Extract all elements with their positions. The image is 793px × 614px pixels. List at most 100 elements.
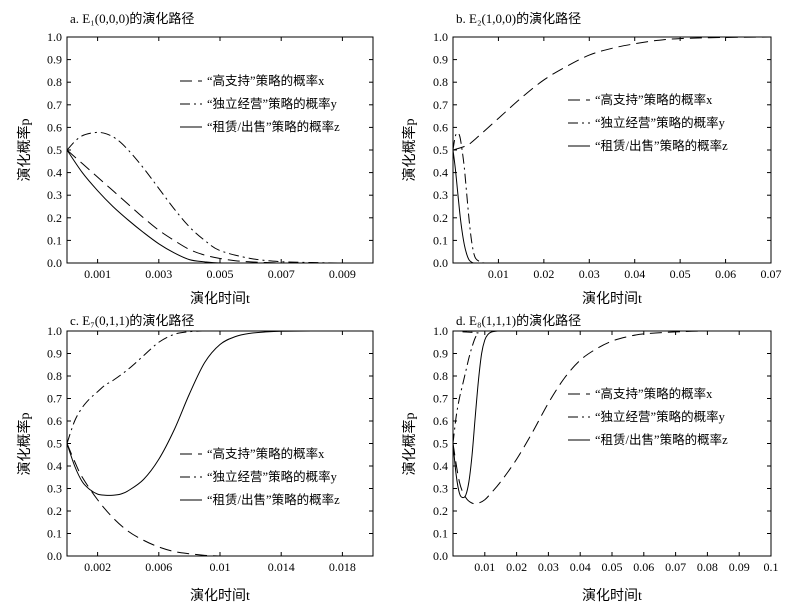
x-tick-label: 0.01 <box>488 267 509 281</box>
legend-label-2: “独立经营”策略的概率y <box>207 96 338 111</box>
legend-label-3: “租赁/出售”策略的概率z <box>595 432 728 447</box>
y-tick-label: 0.5 <box>47 143 62 157</box>
y-tick-label: 0.6 <box>47 414 62 428</box>
plot-frame <box>66 330 374 557</box>
x-tick-label: 0.04 <box>570 560 591 574</box>
y-tick-label: 0.0 <box>47 256 62 270</box>
y-tick-label: 0.3 <box>47 188 62 202</box>
legend: “高支持”策略的概率x “独立经营”策略的概率y “租赁/出售”策略的概率z <box>568 92 728 153</box>
y-tick-label: 0.7 <box>433 98 448 112</box>
y-tick-label: 0.0 <box>433 549 448 563</box>
y-tick-label: 0.5 <box>433 143 448 157</box>
y-tick-label: 0.5 <box>433 437 448 451</box>
chart-title: c. E₇(0,1,1)的演化路径 <box>70 313 194 328</box>
x-tick-label: 0.03 <box>579 267 600 281</box>
x-tick-label: 0.014 <box>268 560 295 574</box>
x-tick-label: 0.07 <box>665 560 686 574</box>
plot-frame <box>66 36 374 264</box>
y-tick-label: 0.5 <box>47 437 62 451</box>
x-tick-label: 0.07 <box>761 267 782 281</box>
y-tick-label: 0.8 <box>47 369 62 383</box>
y-tick-label: 0.1 <box>47 233 62 247</box>
y-tick-label: 0.2 <box>47 211 62 225</box>
legend-label-1: “高支持”策略的概率x <box>595 386 713 401</box>
y-tick-label: 0.3 <box>433 188 448 202</box>
series-line-3 <box>67 149 373 263</box>
y-tick-label: 0.1 <box>47 527 62 541</box>
y-tick-label: 0.4 <box>433 459 448 473</box>
x-tick-label: 0.02 <box>506 560 527 574</box>
y-tick-label: 1.0 <box>47 30 62 44</box>
x-tick-label: 0.03 <box>538 560 559 574</box>
legend-label-1: “高支持”策略的概率x <box>595 92 713 107</box>
x-axis-label: 演化时间t <box>190 291 250 307</box>
chart-title: b. E₂(1,0,0)的演化路径 <box>456 11 581 26</box>
y-tick-label: 0.7 <box>47 392 62 406</box>
chart-panel-2: 0.0 0.1 0.2 0.3 0.4 0.5 0.6 0.7 0.8 0.9 1.0 0.01 0.0… <box>401 11 782 307</box>
y-tick-label: 0.3 <box>47 482 62 496</box>
x-tick-label: 0.05 <box>602 560 623 574</box>
x-tick-label: 0.01 <box>210 560 231 574</box>
x-tick-label: 0.06 <box>633 560 654 574</box>
y-tick-label: 0.8 <box>433 369 448 383</box>
y-tick-label: 0.6 <box>433 120 448 134</box>
x-tick-label: 0.04 <box>624 267 645 281</box>
y-tick-label: 0.1 <box>433 233 448 247</box>
y-tick-label: 0.2 <box>433 504 448 518</box>
y-tick-label: 0.7 <box>47 98 62 112</box>
series-line-2 <box>67 131 373 263</box>
y-axis-label: 演化概率p <box>401 413 418 476</box>
y-tick-label: 0.0 <box>47 549 62 563</box>
x-tick-label: 0.003 <box>145 267 172 281</box>
legend: “高支持”策略的概率x “独立经营”策略的概率y “租赁/出售”策略的概率z <box>568 386 728 447</box>
y-tick-label: 0.2 <box>433 211 448 225</box>
series-line-1 <box>67 443 236 556</box>
y-tick-label: 0.7 <box>433 392 448 406</box>
x-axis-label: 演化时间t <box>190 588 250 604</box>
x-tick-label: 0.005 <box>207 267 234 281</box>
legend-label-3: “租赁/出售”策略的概率z <box>207 492 340 507</box>
x-tick-label: 0.007 <box>268 267 295 281</box>
y-tick-label: 0.6 <box>47 120 62 134</box>
chart-title: d. E₈(1,1,1)的演化路径 <box>456 313 581 328</box>
y-axis-label: 演化概率p <box>16 413 33 476</box>
y-tick-label: 0.8 <box>47 75 62 89</box>
x-tick-label: 0.009 <box>329 267 356 281</box>
x-tick-label: 0.09 <box>729 560 750 574</box>
series-line-3 <box>67 331 373 496</box>
x-tick-label: 0.006 <box>145 560 172 574</box>
x-tick-label: 0.002 <box>84 560 111 574</box>
legend-label-2: “独立经营”策略的概率y <box>595 409 726 424</box>
chart-panel-3: 0.0 0.1 0.2 0.3 0.4 0.5 0.6 0.7 0.8 0.9 1.0 0.002 0.… <box>16 313 374 604</box>
legend: “高支持”策略的概率x “独立经营”策略的概率y “租赁/出售”策略的概率z <box>180 446 340 507</box>
y-tick-label: 0.9 <box>47 53 62 67</box>
series-line-3 <box>453 331 771 499</box>
y-tick-label: 1.0 <box>47 324 62 338</box>
legend: “高支持”策略的概率x “独立经营”策略的概率y “租赁/出售”策略的概率z <box>180 73 340 134</box>
x-tick-label: 0.01 <box>474 560 495 574</box>
y-tick-label: 1.0 <box>433 30 448 44</box>
legend-label-1: “高支持”策略的概率x <box>207 73 325 88</box>
y-tick-label: 0.8 <box>433 75 448 89</box>
y-axis-label: 演化概率p <box>16 119 33 182</box>
y-tick-label: 0.9 <box>47 347 62 361</box>
y-tick-label: 1.0 <box>433 324 448 338</box>
series-line-2 <box>453 331 771 444</box>
y-tick-label: 0.9 <box>433 347 448 361</box>
y-tick-label: 0.4 <box>47 459 62 473</box>
y-tick-label: 0.0 <box>433 256 448 270</box>
x-tick-label: 0.08 <box>697 560 718 574</box>
legend-label-1: “高支持”策略的概率x <box>207 446 325 461</box>
chart-panel-1: 0.0 0.1 0.2 0.3 0.4 0.5 0.6 0.7 0.8 0.9 1.0 0.001 0.… <box>16 11 374 307</box>
x-tick-label: 0.05 <box>670 267 691 281</box>
legend-label-3: “租赁/出售”策略的概率z <box>595 138 728 153</box>
y-tick-label: 0.3 <box>433 482 448 496</box>
series-line-1 <box>453 331 771 505</box>
series-line-3 <box>453 149 771 263</box>
y-tick-label: 0.4 <box>47 166 62 180</box>
y-tick-label: 0.6 <box>433 414 448 428</box>
series-line-2 <box>67 331 220 444</box>
y-axis-label: 演化概率p <box>401 119 418 182</box>
x-axis-label: 演化时间t <box>582 588 642 604</box>
